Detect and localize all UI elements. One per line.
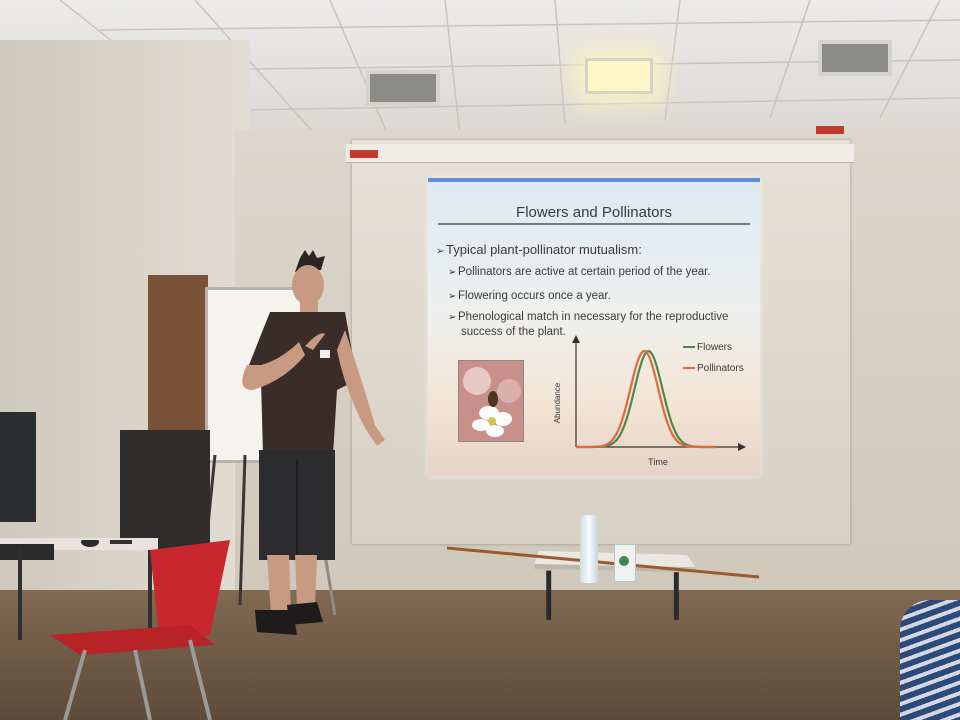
- screen-bracket-left: [350, 150, 378, 158]
- abundance-chart: Abundance Time: [553, 335, 746, 467]
- legend-label: Flowers: [697, 342, 733, 353]
- bullet-arrow-icon: ➢: [448, 291, 457, 302]
- ceiling-vent: [818, 40, 892, 76]
- projected-slide: Flowers and Pollinators ➢ Typical plant-p…: [428, 178, 760, 476]
- bullet-main-text: Typical plant-pollinator mutualism:: [446, 242, 642, 257]
- y-axis-arrow-icon: [572, 335, 580, 343]
- legend-swatch: [683, 367, 695, 370]
- door: [148, 275, 208, 435]
- bullet-arrow-icon: ➢: [436, 246, 445, 257]
- bullet-sub: ➢ Flowering occurs once a year.: [448, 290, 611, 302]
- legend-swatch: [683, 346, 695, 349]
- x-axis-label: Time: [648, 457, 668, 467]
- slide-top-border: [428, 178, 760, 182]
- title-divider: [438, 223, 750, 225]
- screen-bracket-right: [816, 126, 844, 134]
- slide-title: Flowers and Pollinators: [516, 204, 672, 221]
- bullet-sub: ➢ Pollinators are active at certain perio…: [448, 266, 711, 278]
- presenter: [242, 250, 385, 635]
- pollinators-curve: [576, 349, 716, 449]
- bullet-sub-text: Pollinators are active at certain period…: [458, 266, 711, 278]
- screen-housing: [346, 144, 854, 163]
- ceiling-vent: [366, 70, 440, 106]
- pointer-stick: [447, 546, 760, 579]
- legend-pollinators: Pollinators: [683, 363, 744, 374]
- bullet-sub-continuation: success of the plant.: [461, 326, 566, 338]
- legend-label: Pollinators: [697, 363, 744, 374]
- desk-items: [0, 540, 152, 640]
- flower-photo: [458, 360, 524, 442]
- bullet-main: ➢ Typical plant-pollinator mutualism:: [436, 242, 642, 257]
- y-axis-label: Abundance: [553, 382, 562, 423]
- bullet-sub-text: Flowering occurs once a year.: [458, 290, 611, 302]
- water-bottle: [580, 515, 598, 583]
- legend-flowers: Flowers: [683, 342, 732, 353]
- x-axis-arrow-icon: [738, 443, 746, 451]
- red-chair: [50, 540, 230, 720]
- tv-screen: [120, 430, 210, 550]
- bullet-arrow-icon: ➢: [448, 267, 457, 278]
- leaf-logo-icon: [619, 556, 629, 566]
- ceiling-light: [585, 58, 653, 94]
- bullet-arrow-icon: ➢: [448, 312, 457, 323]
- audience-member: [900, 600, 960, 720]
- computer-monitor: [0, 412, 36, 522]
- bullet-sub: ➢ Phenological match in necessary for the…: [448, 309, 728, 326]
- bullet-sub-text: Phenological match in necessary for the …: [458, 311, 729, 323]
